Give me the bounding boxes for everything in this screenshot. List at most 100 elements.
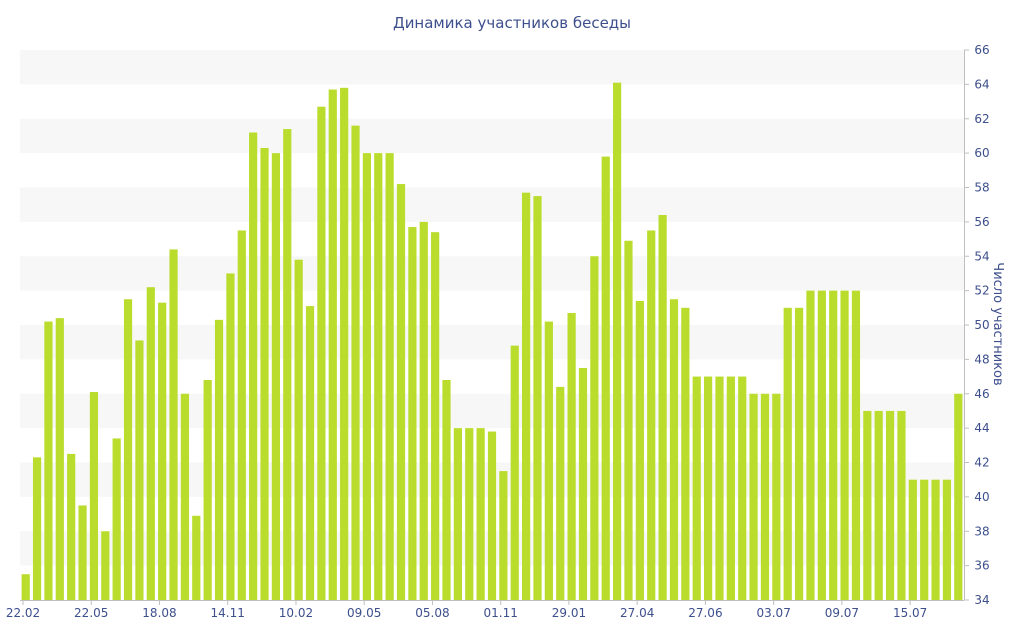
bar [226, 273, 235, 600]
y-tick-label: 60 [974, 146, 989, 160]
bar [544, 321, 553, 600]
y-tick-label: 56 [974, 215, 989, 229]
bar [123, 299, 133, 600]
bar [249, 132, 258, 600]
bars [21, 82, 963, 601]
bar [681, 307, 690, 600]
bar [476, 428, 485, 601]
y-tick-label: 46 [974, 387, 989, 401]
y-tick-label: 36 [974, 559, 989, 573]
grid-band [20, 256, 964, 291]
bar [442, 380, 451, 600]
bar [851, 290, 861, 601]
bar [578, 367, 588, 600]
y-axis: 34 36 38 40 42 44 46 48 50 52 54 56 58 60 62 64 66 [964, 43, 990, 607]
bar [817, 290, 826, 601]
bar [885, 410, 895, 600]
bar [305, 306, 315, 600]
grid-band [20, 118, 964, 154]
y-tick-label: 48 [974, 352, 989, 366]
bar [465, 428, 474, 601]
bar [396, 184, 406, 600]
x-tick-label: 03.07 [756, 606, 790, 620]
bar [567, 312, 576, 600]
bar [419, 221, 428, 601]
x-tick-label: 29.01 [552, 606, 586, 620]
y-tick-label: 40 [974, 490, 989, 504]
bar [772, 393, 781, 600]
bar [340, 87, 349, 600]
bar [704, 376, 713, 600]
bar [112, 438, 121, 600]
y-tick-label: 54 [974, 249, 989, 263]
bar [101, 531, 110, 600]
y-tick-label: 52 [974, 284, 989, 298]
bar [260, 147, 269, 600]
x-axis: 22.02 22.05 18.08 14.11 10.02 09.05 05.08 01.11… [6, 600, 964, 620]
y-tick-label: 34 [974, 593, 989, 607]
bar [794, 307, 804, 600]
bar [658, 215, 667, 600]
x-tick-label: 10.02 [279, 606, 313, 620]
y-tick-label: 50 [974, 318, 989, 332]
bar [158, 302, 167, 600]
bar [613, 82, 622, 600]
bar [169, 249, 178, 601]
y-tick-label: 66 [974, 43, 989, 57]
bar [624, 240, 633, 600]
bar [32, 457, 42, 600]
y-axis-label: Число участников [990, 262, 1005, 385]
bar [271, 153, 280, 601]
bar [135, 340, 144, 600]
bar [556, 386, 565, 601]
bar [237, 230, 246, 600]
bar [89, 392, 99, 600]
y-tick-label: 42 [974, 456, 989, 470]
bar [738, 376, 747, 600]
bar [692, 376, 701, 600]
bar [214, 319, 224, 600]
bar [726, 376, 735, 600]
y-tick-label: 62 [974, 112, 989, 126]
bar [522, 192, 531, 600]
bar [897, 410, 906, 600]
bar [863, 410, 872, 600]
x-tick-label: 27.04 [620, 606, 654, 620]
bar [362, 153, 371, 601]
y-tick-label: 64 [974, 77, 989, 91]
x-tick-label: 01.11 [484, 606, 518, 620]
x-tick-label: 22.05 [74, 606, 108, 620]
bar [601, 156, 610, 600]
x-tick-label: 05.08 [415, 606, 449, 620]
x-tick-label: 09.07 [825, 606, 859, 620]
bar [44, 321, 53, 600]
bar [954, 393, 963, 600]
bar [874, 410, 883, 600]
bar [180, 393, 190, 600]
bar [374, 153, 383, 601]
x-tick-label: 09.05 [347, 606, 381, 620]
x-tick-label: 18.08 [142, 606, 176, 620]
bar [760, 393, 770, 600]
bar [408, 227, 417, 600]
x-tick-label: 14.11 [211, 606, 245, 620]
bar [317, 106, 326, 600]
x-tick-label: 27.06 [688, 606, 722, 620]
bar [499, 471, 508, 600]
bar [783, 307, 792, 600]
x-tick-label: 15.07 [893, 606, 927, 620]
bar [351, 125, 360, 601]
chart-title: Динамика участников беседы [393, 14, 631, 32]
bar [510, 345, 519, 600]
bar [67, 453, 76, 600]
bar [385, 153, 394, 601]
x-tick-label: 22.02 [6, 606, 40, 620]
bar [533, 196, 542, 600]
bar [203, 380, 212, 600]
bar [590, 256, 599, 600]
y-tick-label: 44 [974, 421, 989, 435]
bar [942, 479, 952, 600]
y-tick-label: 38 [974, 524, 989, 538]
bar [431, 232, 440, 600]
